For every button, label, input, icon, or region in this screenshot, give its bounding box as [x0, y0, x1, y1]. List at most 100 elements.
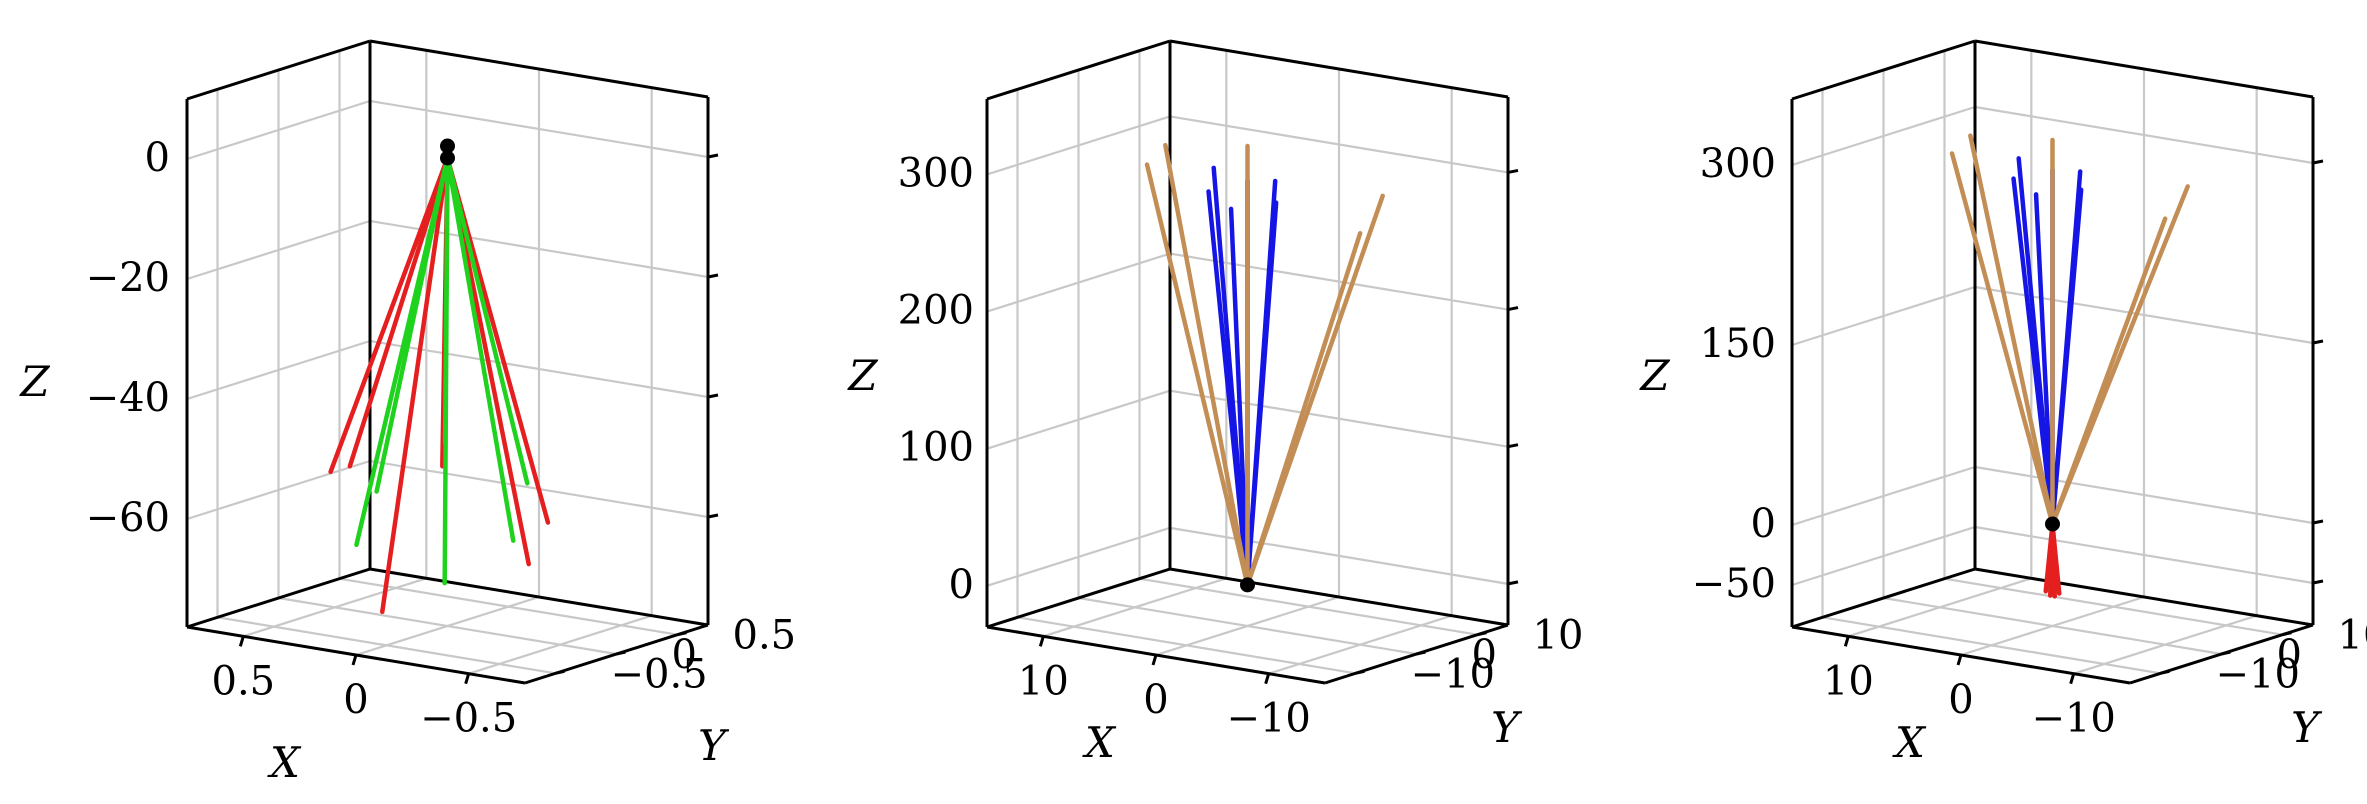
data-segment [328, 155, 450, 475]
z-tick-label: −50 [1692, 561, 1776, 607]
grid-line-y [1017, 616, 1356, 675]
z-tick-mark [707, 273, 719, 279]
axis-box-edge [1791, 567, 1976, 629]
y-tick-label: 0.5 [733, 613, 797, 659]
y-axis-label: Y [698, 721, 730, 770]
y-tick-label: 0 [672, 632, 697, 678]
z-tick-label: 150 [1700, 321, 1776, 367]
x-tick-label: 0.5 [212, 658, 276, 704]
data-segment [442, 155, 450, 446]
x-tick-mark [1038, 635, 1045, 647]
x-tick-label: 0 [1948, 677, 1973, 723]
grid-line-z [1169, 389, 1509, 448]
x-tick-label: −0.5 [420, 696, 517, 742]
grid-line-z [986, 115, 1171, 176]
y-tick-label: 0 [2277, 632, 2302, 678]
axis-box-edge [1169, 567, 1509, 627]
z-tick-mark [1507, 168, 1519, 174]
axis-box-edge [1974, 567, 2314, 627]
grid-line-z [186, 339, 371, 401]
z-tick-mark [2312, 519, 2324, 525]
data-segment [374, 155, 450, 494]
z-tick-label: 0 [145, 135, 170, 181]
z-tick-mark [1507, 443, 1519, 449]
x-tick-label: 0 [1143, 677, 1168, 723]
x-tick-mark [2069, 673, 2076, 685]
z-tick-mark [2312, 339, 2324, 345]
data-segment [445, 155, 530, 486]
grid-line-y [1078, 596, 1417, 656]
data-segment [1206, 189, 1250, 588]
z-tick-label: 300 [1700, 141, 1776, 187]
z-tick-label: 200 [898, 288, 974, 334]
axis-box-edge [1169, 39, 1509, 99]
grid-line-z [1791, 525, 1976, 587]
y-tick-label: 10 [1533, 613, 1584, 659]
grid-line-z [1974, 105, 2314, 165]
x-tick-mark [464, 673, 471, 685]
y-tick-label: −10 [2216, 651, 2300, 697]
data-segment [2011, 176, 2055, 527]
axis-box-edge [986, 39, 1171, 101]
grid-line-y [278, 596, 617, 656]
x-tick-mark [1151, 654, 1158, 666]
grid-line-z [986, 526, 1171, 587]
z-tick-label: −60 [86, 495, 170, 541]
data-point [440, 138, 455, 154]
axis-box-edge [1791, 39, 1976, 101]
data-point [440, 150, 455, 166]
axis-box-edge [986, 567, 1171, 629]
grid-line-z [1791, 105, 1976, 167]
z-tick-mark [707, 153, 719, 159]
y-tick-mark [616, 650, 626, 656]
grid-line-y [217, 616, 556, 675]
x-tick-mark [1843, 635, 1850, 647]
grid-line-z [986, 252, 1171, 313]
z-tick-label: 0 [1751, 501, 1776, 547]
data-segment [445, 155, 516, 543]
y-tick-label: −10 [1411, 651, 1495, 697]
z-tick-mark [1507, 580, 1519, 586]
x-tick-label: 10 [1823, 658, 1874, 704]
data-segment [1968, 133, 2055, 527]
x-tick-label: −10 [2031, 696, 2115, 742]
y-tick-label: 0 [1472, 632, 1497, 678]
y-tick-mark [2160, 669, 2170, 675]
data-segment [1245, 230, 1363, 588]
z-tick-mark [707, 513, 719, 519]
x-axis-label: X [267, 738, 302, 787]
data-segment [347, 155, 450, 469]
y-axis-label: Y [2291, 703, 2323, 752]
grid-line-y [1944, 577, 2283, 636]
z-tick-mark [2312, 159, 2324, 165]
y-axis-label: Y [1491, 703, 1523, 752]
data-segment [2050, 216, 2168, 527]
x-tick-label: 10 [1018, 658, 1069, 704]
y-tick-label: −0.5 [611, 651, 708, 697]
grid-line-z [1169, 115, 1509, 174]
data-segment [380, 155, 450, 615]
y-tick-mark [555, 669, 565, 675]
grid-line-y [1883, 596, 2222, 656]
y-tick-mark [2221, 650, 2231, 656]
data-segment [1949, 151, 2055, 527]
z-tick-label: −40 [86, 375, 170, 421]
axis-box-edge [1974, 39, 2314, 99]
data-segment [1144, 162, 1250, 588]
x-tick-mark [238, 635, 245, 647]
grid-line-z [1974, 525, 2314, 585]
y-tick-mark [2282, 631, 2292, 637]
z-tick-mark [707, 393, 719, 399]
data-segment [2050, 187, 2084, 527]
grid-line-y [1822, 616, 2161, 675]
y-tick-mark [677, 631, 687, 637]
x-axis-label: X [1082, 718, 1117, 767]
data-point [2045, 516, 2060, 532]
x-tick-mark [1956, 654, 1963, 666]
data-segment [2043, 521, 2055, 594]
z-tick-label: 300 [898, 150, 974, 196]
